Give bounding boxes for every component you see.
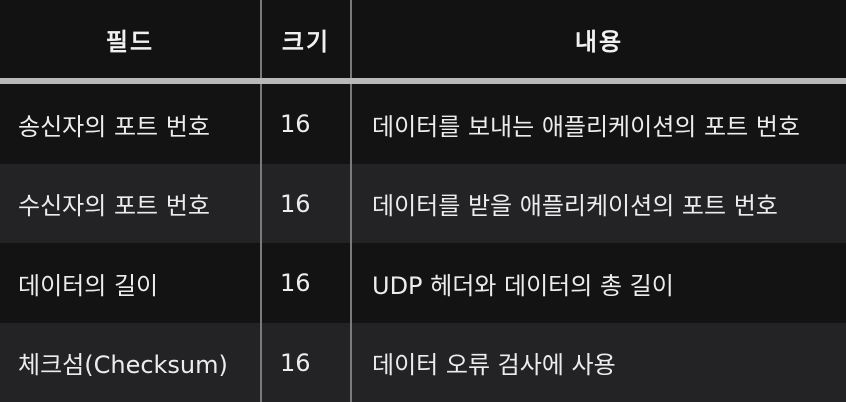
- table-cell-description: 데이터를 보내는 애플리케이션의 포트 번호: [350, 84, 846, 164]
- table-cell-field: 체크섬(Checksum): [0, 323, 260, 402]
- header-divider: [0, 78, 846, 84]
- table-cell-description: UDP 헤더와 데이터의 총 길이: [350, 243, 846, 323]
- table-cell-field: 수신자의 포트 번호: [0, 164, 260, 243]
- header-description: 내용: [350, 0, 846, 78]
- table-cell-size: 16: [260, 243, 350, 323]
- header-field: 필드: [0, 0, 260, 78]
- table-cell-size: 16: [260, 323, 350, 402]
- header-size: 크기: [260, 0, 350, 78]
- table-cell-description: 데이터를 받을 애플리케이션의 포트 번호: [350, 164, 846, 243]
- table-cell-size: 16: [260, 84, 350, 164]
- table-cell-size: 16: [260, 164, 350, 243]
- table-cell-description: 데이터 오류 검사에 사용: [350, 323, 846, 402]
- table-cell-field: 송신자의 포트 번호: [0, 84, 260, 164]
- table-cell-field: 데이터의 길이: [0, 243, 260, 323]
